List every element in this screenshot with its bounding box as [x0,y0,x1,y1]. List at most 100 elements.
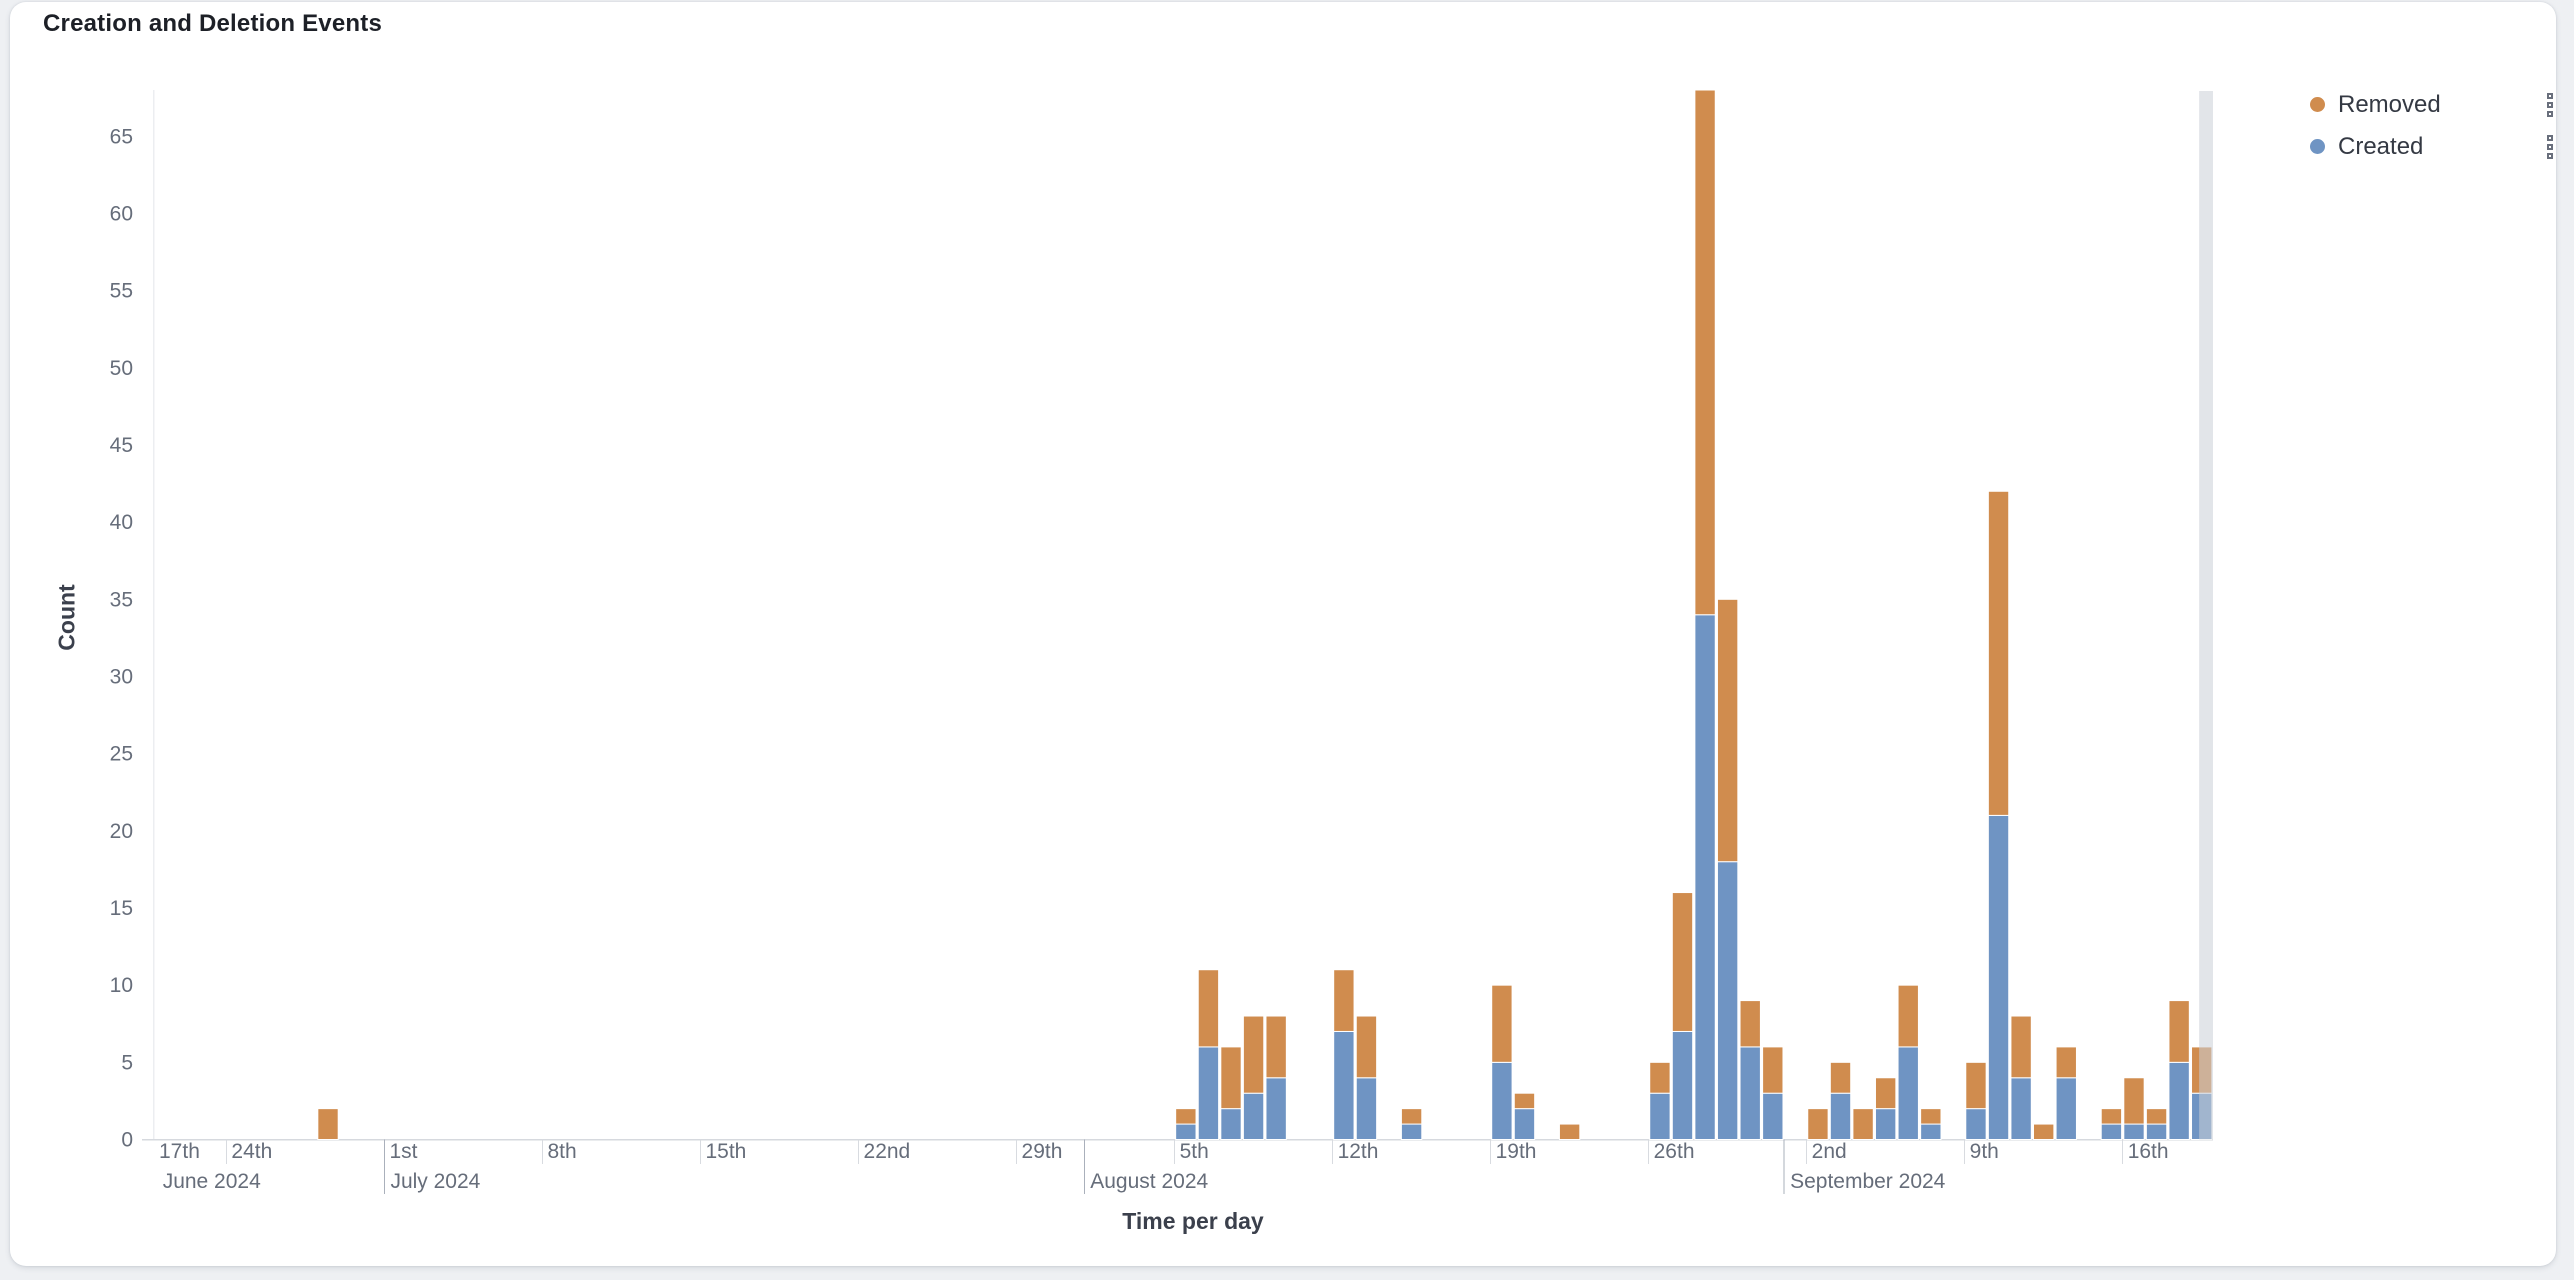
bar-2024-09-03[interactable] [1829,1061,1852,1140]
removed-segment [1874,1077,1897,1110]
svg-text:55: 55 [110,280,133,303]
current-time-band [2199,91,2213,1140]
bar-2024-09-09[interactable] [1965,1061,1987,1140]
svg-text:45: 45 [110,434,133,457]
svg-text:20: 20 [110,820,133,843]
created-segment [1965,1108,1987,1140]
svg-text:June 2024: June 2024 [163,1170,261,1193]
created-segment [2168,1061,2190,1141]
svg-text:22nd: 22nd [864,1140,911,1163]
created-segment [1400,1123,1423,1140]
bar-2024-08-19[interactable] [1491,984,1513,1141]
created-segment [1897,1046,1919,1141]
bar-2024-08-27[interactable] [1671,892,1694,1141]
created-segment [1333,1030,1355,1141]
bar-2024-08-05[interactable] [1175,1108,1197,1140]
removed-segment [1265,1015,1287,1079]
svg-text:30: 30 [110,665,133,688]
removed-segment [1671,892,1694,1032]
svg-text:2nd: 2nd [1812,1140,1847,1163]
bar-2024-09-15[interactable] [2100,1108,2123,1140]
legend-actions-icon[interactable] [2545,133,2555,161]
svg-text:10: 10 [110,974,133,997]
removed-segment [1355,1015,1378,1079]
svg-text:24th: 24th [231,1140,272,1163]
created-segment [2100,1123,2123,1140]
bar-2024-09-17[interactable] [2145,1108,2168,1140]
created-segment [1920,1123,1942,1140]
removed-segment [2123,1077,2145,1125]
bar-2024-09-02[interactable] [1807,1108,1829,1140]
legend-actions-icon[interactable] [2545,91,2555,119]
legend-item-created[interactable]: Created [2310,130,2555,163]
legend-item-removed[interactable]: Removed [2310,88,2555,121]
bar-2024-08-26[interactable] [1649,1061,1671,1140]
bar-2024-08-09[interactable] [1265,1015,1287,1140]
bar-2024-08-20[interactable] [1513,1092,1536,1140]
removed-segment [1242,1015,1265,1094]
bar-2024-08-12[interactable] [1333,969,1355,1141]
svg-text:26th: 26th [1654,1140,1695,1163]
svg-text:1st: 1st [389,1140,417,1163]
created-segment [2055,1077,2077,1140]
svg-text:8th: 8th [547,1140,576,1163]
bar-2024-09-11[interactable] [2010,1015,2032,1140]
bar-2024-08-06[interactable] [1197,969,1220,1141]
created-segment [2010,1077,2032,1140]
removed-segment [1829,1061,1852,1094]
removed-segment [2055,1046,2077,1079]
bar-2024-08-30[interactable] [1739,1000,1761,1141]
bar-2024-09-10[interactable] [1987,490,2010,1140]
svg-text:September 2024: September 2024 [1790,1170,1946,1193]
legend-label: Removed [2338,90,2441,118]
removed-segment [1852,1108,1874,1140]
bar-2024-08-29[interactable] [1716,598,1739,1140]
svg-text:9th: 9th [1970,1140,1999,1163]
created-segment [1175,1123,1197,1140]
svg-text:16th: 16th [2128,1140,2169,1163]
bar-2024-09-04[interactable] [1852,1108,1874,1140]
created-segment [1694,614,1716,1140]
legend-label: Created [2338,132,2424,160]
removed-segment [1762,1046,1784,1094]
svg-text:19th: 19th [1496,1140,1537,1163]
bar-2024-08-08[interactable] [1242,1015,1265,1140]
y-axis-ticks: 0 5 10 15 20 25 30 35 40 45 50 55 60 65 [110,125,133,1151]
removed-segment [1558,1123,1581,1140]
x-axis-month-labels: June 2024 July 2024 August 2024 September 2… [163,1139,1946,1194]
svg-text:60: 60 [110,202,133,225]
bar-2024-08-28[interactable] [1694,89,1716,1140]
bar-2024-09-05[interactable] [1874,1077,1897,1140]
bar-2024-08-15[interactable] [1400,1108,1423,1140]
created-segment [1762,1092,1784,1140]
bar-2024-09-07[interactable] [1920,1108,1942,1140]
svg-text:50: 50 [110,357,133,380]
removed-series-dot-icon [2310,97,2325,112]
bar-2024-08-22[interactable] [1558,1123,1581,1140]
svg-text:0: 0 [121,1129,133,1152]
removed-segment [1965,1061,1987,1110]
created-segment [1220,1108,1242,1140]
removed-segment [1220,1046,1242,1110]
bar-2024-09-16[interactable] [2123,1077,2145,1140]
bar-2024-09-06[interactable] [1897,984,1919,1141]
removed-segment [1807,1108,1829,1140]
legend: Removed Created [2310,88,2555,163]
bar-2024-09-12[interactable] [2033,1123,2055,1140]
bar-2024-08-07[interactable] [1220,1046,1242,1140]
svg-text:15th: 15th [705,1140,746,1163]
bar-2024-09-18[interactable] [2168,1000,2190,1141]
bar-2024-08-13[interactable] [1355,1015,1378,1140]
svg-text:29th: 29th [1022,1140,1063,1163]
bar-2024-09-13[interactable] [2055,1046,2077,1140]
bar-2024-08-31[interactable] [1762,1046,1784,1140]
removed-segment [1716,598,1739,863]
bar-2024-06-28[interactable] [317,1108,339,1140]
created-segment [1987,814,2010,1140]
svg-text:35: 35 [110,588,133,611]
removed-segment [1175,1108,1197,1125]
removed-segment [1333,969,1355,1032]
svg-text:25: 25 [110,743,133,766]
removed-segment [317,1108,339,1140]
